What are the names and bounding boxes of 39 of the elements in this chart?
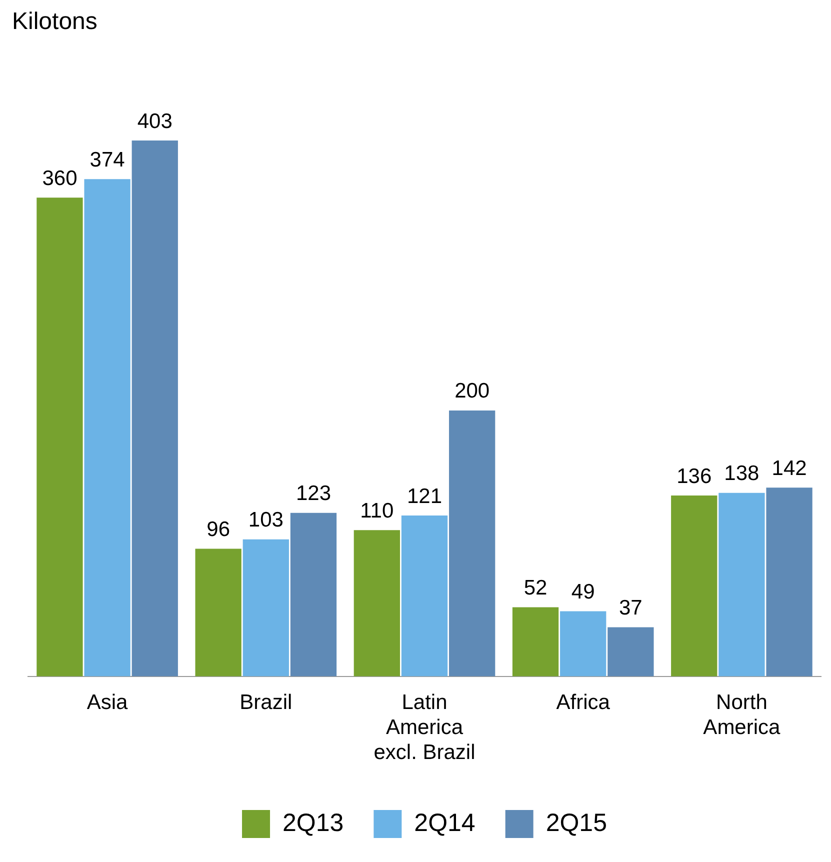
legend-label: 2Q13 [282, 808, 344, 837]
legend-label: 2Q14 [414, 808, 476, 837]
data-label: 96 [206, 518, 230, 542]
bar [132, 140, 178, 676]
x-tick-label: Asia [86, 690, 128, 714]
data-label: 360 [42, 166, 78, 190]
data-label: 374 [90, 148, 126, 172]
bar [560, 611, 606, 676]
legend-label: 2Q15 [546, 808, 607, 837]
data-label: 136 [676, 464, 712, 488]
data-label: 123 [296, 482, 332, 506]
data-label: 110 [360, 499, 394, 522]
bar [449, 410, 496, 676]
data-label: 37 [619, 596, 642, 620]
data-label: 138 [724, 462, 760, 486]
data-label: 403 [137, 110, 172, 133]
bar [36, 198, 83, 676]
x-tick-label: Brazil [240, 690, 292, 714]
bar [512, 607, 559, 676]
bar [401, 515, 448, 676]
data-label: 49 [571, 580, 595, 604]
bar [242, 539, 289, 676]
data-label: 121 [406, 484, 442, 508]
data-label: 52 [524, 576, 548, 600]
bar [671, 496, 718, 676]
y-axis-title: Kilotons [11, 8, 98, 37]
bar [290, 512, 337, 676]
data-label: 142 [772, 456, 807, 480]
x-tick-label: Latin America excl. Brazil [374, 690, 476, 764]
bar [84, 179, 130, 676]
data-label: 200 [454, 380, 490, 403]
bar [718, 492, 765, 676]
data-label: 103 [248, 508, 284, 532]
x-tick-label: Africa [556, 690, 610, 714]
bar [766, 488, 812, 676]
bar [354, 530, 400, 676]
bar [608, 627, 654, 676]
x-tick-label: North America [703, 690, 781, 739]
bar [195, 548, 242, 676]
